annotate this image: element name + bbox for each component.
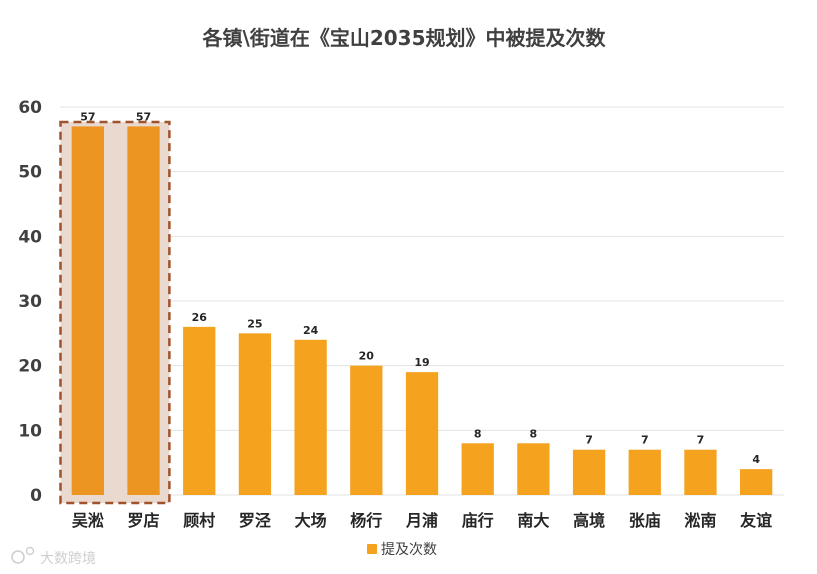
bar xyxy=(517,443,550,495)
bar xyxy=(238,333,272,495)
x-tick-label: 张庙 xyxy=(629,511,661,530)
bar xyxy=(127,126,160,496)
bar xyxy=(294,339,327,495)
bars xyxy=(71,126,773,496)
bar xyxy=(183,326,216,495)
x-tick-label: 罗泾 xyxy=(239,511,271,530)
watermark: 大数跨境 xyxy=(11,546,96,567)
x-tick-label: 南大 xyxy=(517,511,549,530)
x-axis-ticks: 吴淞 罗店 顾村 罗泾 大场 杨行 月浦 庙行 南大 高境 张庙 淞南 友谊 xyxy=(72,511,772,530)
data-label: 7 xyxy=(697,434,705,447)
bar xyxy=(71,126,104,496)
x-tick-label: 友谊 xyxy=(740,511,772,530)
data-labels: 57 57 26 25 24 20 19 8 8 7 7 7 4 xyxy=(80,110,760,466)
y-tick-label: 50 xyxy=(18,163,42,183)
x-tick-label: 顾村 xyxy=(183,511,215,530)
y-tick-label: 0 xyxy=(30,486,42,506)
data-label: 8 xyxy=(474,427,482,440)
bar xyxy=(628,449,661,495)
data-label: 7 xyxy=(641,434,649,447)
chart-title: 各镇\街道在《宝山2035规划》中被提及次数 xyxy=(202,26,607,50)
data-label: 4 xyxy=(752,453,760,466)
watermark-logo-icon xyxy=(11,546,35,564)
x-tick-label: 月浦 xyxy=(405,511,438,530)
x-tick-label: 罗店 xyxy=(128,511,160,530)
legend: 提及次数 xyxy=(367,542,437,558)
bar xyxy=(350,365,383,495)
data-label: 19 xyxy=(414,356,429,369)
data-label: 8 xyxy=(530,427,538,440)
y-tick-label: 30 xyxy=(18,292,42,312)
y-tick-label: 60 xyxy=(18,98,42,118)
legend-label: 提及次数 xyxy=(381,542,437,558)
data-label: 25 xyxy=(247,317,262,330)
y-tick-label: 10 xyxy=(18,421,42,441)
x-tick-label: 高境 xyxy=(573,511,605,530)
data-label: 26 xyxy=(192,311,208,324)
data-label: 7 xyxy=(585,434,593,447)
y-axis-ticks: 0 10 20 30 40 50 60 xyxy=(18,98,42,506)
watermark-text: 大数跨境 xyxy=(40,551,96,567)
x-tick-label: 淞南 xyxy=(684,511,716,530)
y-tick-label: 40 xyxy=(18,227,42,247)
x-tick-label: 杨行 xyxy=(350,511,382,530)
x-tick-label: 大场 xyxy=(295,511,327,530)
y-tick-label: 20 xyxy=(18,357,42,377)
bar xyxy=(405,372,439,495)
x-tick-label: 吴淞 xyxy=(72,511,104,530)
legend-swatch xyxy=(367,544,377,554)
data-label: 20 xyxy=(359,350,375,363)
bar xyxy=(740,469,773,495)
x-tick-label: 庙行 xyxy=(462,511,494,530)
bar xyxy=(572,449,606,495)
data-label: 57 xyxy=(136,110,151,123)
data-label: 57 xyxy=(80,110,95,123)
grid-lines xyxy=(60,106,784,496)
data-label: 24 xyxy=(303,324,319,337)
bar xyxy=(684,449,717,495)
bar xyxy=(461,443,494,495)
